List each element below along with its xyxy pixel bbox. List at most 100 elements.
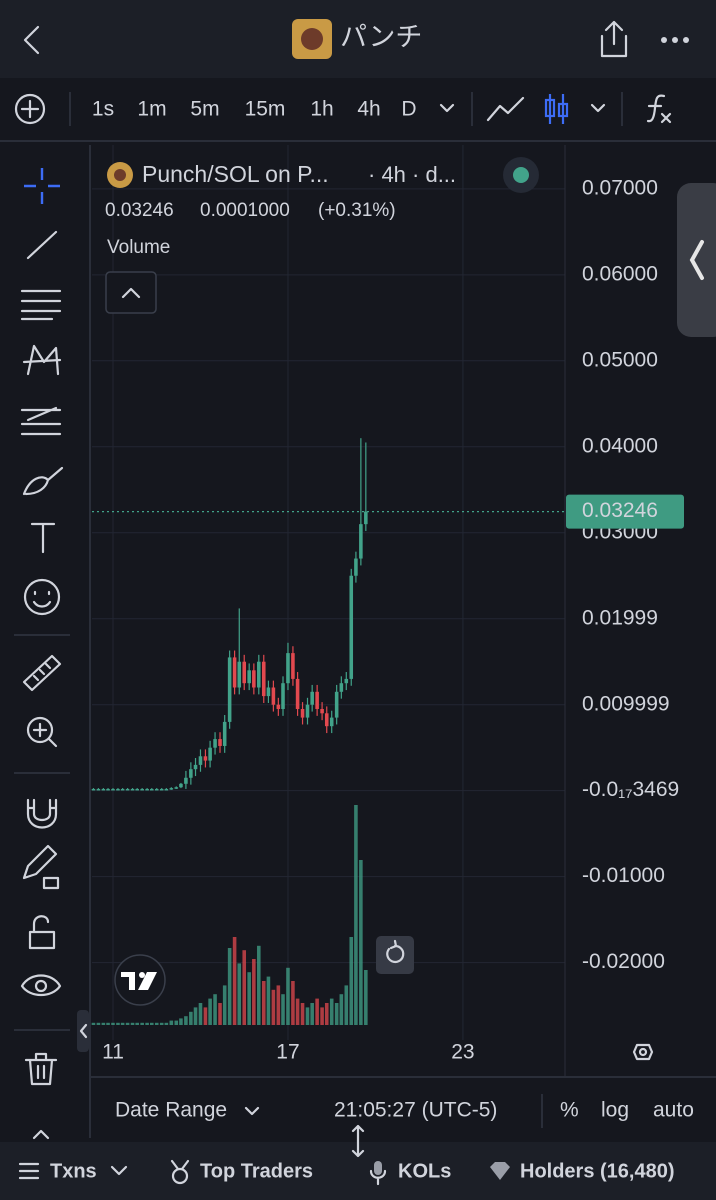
magnet-tool[interactable] (26, 798, 58, 829)
txns-chevron (110, 1165, 128, 1176)
pattern-tool[interactable] (22, 344, 62, 376)
volume-bar (116, 1022, 120, 1025)
timezone-time[interactable]: 21:05:27 (UTC-5) (334, 1099, 497, 1122)
fib-tool[interactable] (20, 289, 62, 321)
timeframe-button[interactable]: D (401, 98, 416, 121)
volume-bar (310, 1003, 314, 1025)
candle-body (227, 657, 232, 722)
visibility-tool[interactable] (20, 974, 62, 997)
timeframe-button[interactable]: 15m (245, 98, 286, 121)
emoji-tool[interactable] (23, 578, 61, 616)
timeframe-button[interactable]: 5m (190, 98, 219, 121)
side-panel-handle[interactable] (677, 183, 716, 337)
kols-icon (374, 1161, 382, 1175)
chart-type-dropdown[interactable] (590, 103, 606, 113)
volume-bar (252, 959, 256, 1025)
timeframe-button[interactable]: 1m (137, 98, 166, 121)
candle-body (130, 788, 135, 791)
timeframe-button[interactable]: 1s (92, 98, 114, 121)
tab-top-traders[interactable]: Top Traders (200, 1160, 313, 1182)
volume-bar (334, 1003, 339, 1025)
candle-body (324, 713, 329, 727)
chevron-up (121, 287, 141, 299)
toolbar-collapse[interactable] (77, 1010, 89, 1052)
zoom-tool[interactable] (26, 716, 54, 744)
logo-mark (121, 972, 157, 990)
mic-stand (369, 1169, 387, 1186)
percent-toggle[interactable]: % (560, 1099, 579, 1122)
back-button[interactable] (23, 25, 40, 55)
zoom-icon (32, 722, 58, 748)
toolbar-expand[interactable] (32, 1129, 50, 1140)
date-range-button[interactable]: Date Range (115, 1099, 227, 1122)
candle-body (359, 524, 363, 559)
candle-body (116, 788, 120, 791)
price-axis: 0.070000.060000.050000.040000.030000.019… (566, 176, 684, 973)
lock-drawings-tool[interactable] (22, 844, 60, 890)
candle-body (232, 657, 237, 688)
settings-button[interactable] (632, 1043, 654, 1061)
dot (661, 37, 667, 43)
dot (672, 37, 678, 43)
brush-tool[interactable] (22, 466, 64, 496)
status-dot (513, 167, 529, 183)
share-button[interactable] (600, 20, 628, 58)
auto-toggle[interactable]: auto (653, 1099, 694, 1122)
text-tool[interactable] (30, 522, 56, 554)
volume-bar (349, 937, 354, 1025)
volume-bar (169, 1020, 174, 1025)
candle-body (364, 511, 368, 525)
volume-bar (164, 1022, 169, 1025)
candle-body (305, 704, 310, 718)
trend-line-tool[interactable] (26, 230, 58, 260)
volume-bar (208, 998, 212, 1025)
log-toggle[interactable]: log (601, 1099, 629, 1122)
timeframe-button[interactable]: 4h (357, 98, 380, 121)
legend-price: 0.03246 (105, 200, 174, 221)
header-title: パンチ (340, 22, 422, 52)
volume-bar (359, 860, 363, 1025)
reset-chart-button[interactable] (376, 936, 414, 974)
timeframe-button[interactable]: 1h (310, 98, 333, 121)
volume-bar (344, 985, 349, 1025)
add-indicator-button[interactable] (14, 93, 46, 125)
collapse-legend-button[interactable] (105, 271, 157, 314)
volume-bar (154, 1022, 159, 1025)
candle-body (135, 788, 139, 791)
candle-body (315, 691, 319, 709)
candle-body (286, 653, 290, 684)
candle-chart-button[interactable] (544, 94, 569, 124)
candle-body (222, 721, 227, 746)
ruler-tool[interactable] (22, 654, 62, 692)
timeframe-dropdown[interactable] (439, 103, 455, 113)
unlock-tool[interactable] (28, 915, 56, 950)
volume-bar (329, 998, 334, 1025)
candle-body (291, 653, 295, 679)
medal-ribbon (170, 1159, 190, 1171)
crosshair-tool[interactable] (24, 168, 60, 204)
indicators-button[interactable] (646, 94, 672, 124)
tab-txns[interactable]: Txns (50, 1160, 97, 1182)
tradingview-logo[interactable] (114, 954, 166, 1006)
tab-holders[interactable]: Holders (16,480) (520, 1160, 675, 1182)
dot (683, 37, 689, 43)
grid (92, 145, 565, 1040)
volume-bar (159, 1022, 164, 1025)
tab-kols[interactable]: KOLs (398, 1160, 451, 1182)
volume-bar (106, 1022, 110, 1025)
volume-bar (174, 1020, 179, 1025)
volume-bar (266, 976, 271, 1025)
volume-bar (91, 1022, 96, 1025)
candle-body (271, 687, 276, 705)
delete-tool[interactable] (24, 1052, 58, 1086)
volume-bar (242, 950, 247, 1025)
resize-handle[interactable] (351, 1124, 365, 1158)
line-chart-button[interactable] (486, 96, 525, 122)
body (544, 98, 556, 118)
candle-body (96, 788, 101, 791)
more-button[interactable] (661, 37, 689, 43)
forecast-tool[interactable] (20, 406, 62, 436)
symbol-interval: · 4h · d... (368, 162, 456, 187)
y-tick-label: -0.0₁₇3469 (582, 778, 679, 801)
